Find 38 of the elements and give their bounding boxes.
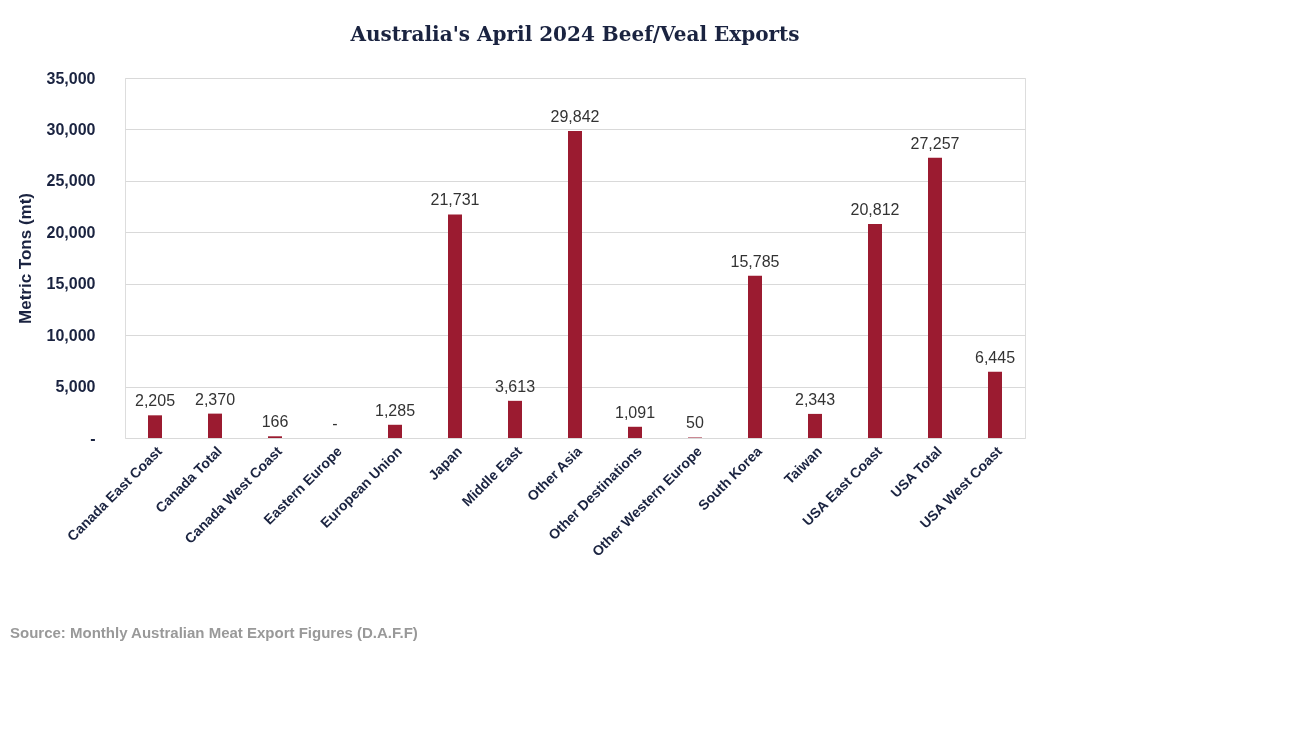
data-label: 166: [261, 413, 289, 431]
y-tick-label: 20,000: [46, 223, 96, 241]
data-label: -: [332, 415, 338, 432]
bar: [508, 400, 522, 438]
bar: [628, 426, 642, 438]
data-label: 1,091: [614, 403, 656, 421]
data-label: 3,613: [494, 377, 536, 395]
bar: [568, 131, 582, 438]
bar: [808, 413, 822, 438]
bar: [448, 214, 462, 438]
y-tick-label: 5,000: [55, 378, 96, 396]
y-axis-title: Metric Tons (mt): [15, 193, 35, 324]
data-label: 2,370: [194, 390, 236, 408]
bar: [148, 415, 162, 438]
bar: [748, 275, 762, 438]
bar: [868, 223, 882, 438]
y-tick-label: 30,000: [46, 120, 96, 138]
bar: [208, 413, 222, 438]
data-label: 21,731: [430, 191, 480, 209]
data-label: 29,842: [550, 108, 600, 126]
chart-title: Australia's April 2024 Beef/Veal Exports: [349, 22, 800, 46]
bar: [928, 157, 942, 438]
y-tick-label: 35,000: [46, 69, 96, 87]
data-label: 2,205: [134, 392, 176, 410]
data-label: 1,285: [374, 401, 416, 419]
source-note: Source: Monthly Australian Meat Export Figures (D.A.F.F): [10, 624, 418, 641]
y-tick-label: 10,000: [46, 326, 96, 344]
bar: [388, 424, 402, 438]
y-tick-label: -: [90, 429, 96, 447]
data-label: 2,343: [794, 390, 836, 408]
data-label: 15,785: [730, 252, 780, 270]
bar: [988, 371, 1002, 438]
data-label: 20,812: [850, 200, 900, 218]
data-label: 27,257: [910, 134, 960, 152]
data-label: 50: [686, 414, 704, 432]
data-label: 6,445: [974, 348, 1016, 366]
y-tick-label: 15,000: [46, 275, 96, 293]
y-tick-label: 25,000: [46, 172, 96, 190]
